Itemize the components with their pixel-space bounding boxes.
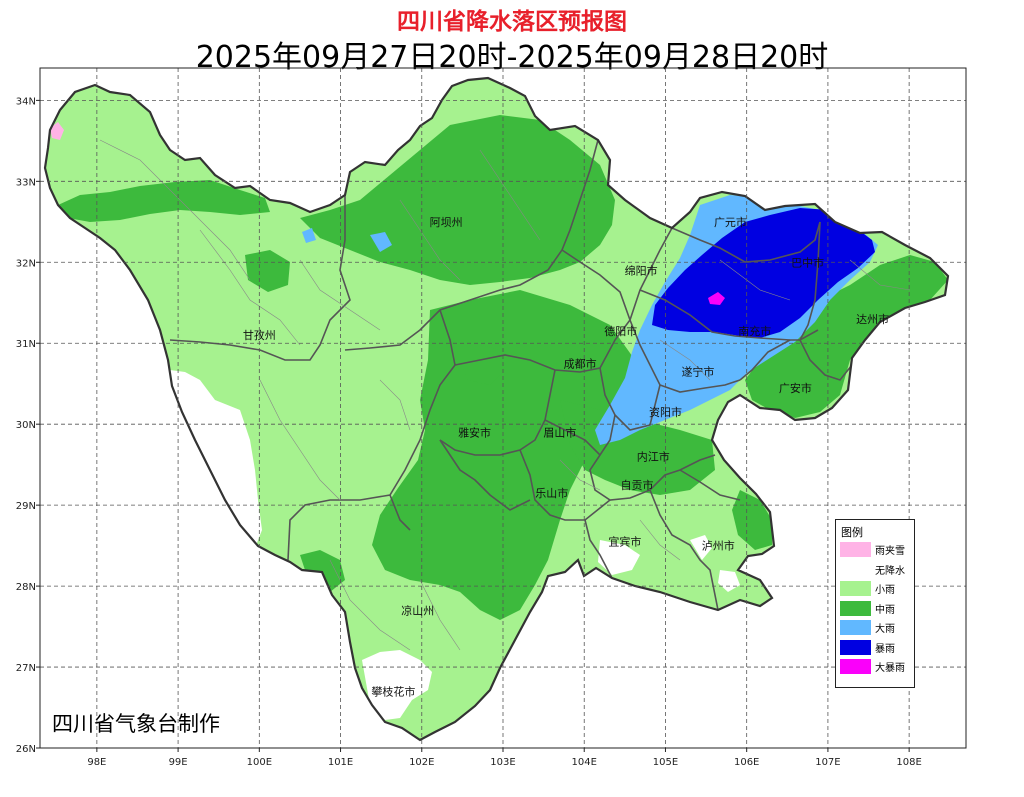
legend-items: 雨夹雪无降水小雨中雨大雨暴雨大暴雨 (836, 540, 914, 677)
legend-title: 图例 (841, 526, 863, 539)
page-title: 四川省降水落区预报图 (397, 9, 627, 35)
city-label: 宜宾市 (608, 535, 641, 549)
city-label: 乐山市 (535, 486, 568, 500)
city-label: 广元市 (714, 215, 747, 229)
city-label: 成都市 (564, 357, 597, 371)
province-boundary (43, 76, 950, 742)
longitude-label: 106E (734, 757, 759, 768)
longitude-label: 104E (572, 757, 597, 768)
city-label: 南充市 (738, 324, 771, 338)
legend-swatch (840, 581, 871, 597)
moderate-rain-area (245, 250, 290, 292)
legend-label: 大雨 (875, 624, 895, 636)
city-label: 凉山州 (401, 603, 434, 617)
longitude-label: 101E (328, 757, 353, 768)
credit-text: 四川省气象台制作 (52, 712, 220, 736)
city-label: 遂宁市 (681, 365, 714, 379)
longitude-label: 102E (409, 757, 434, 768)
no-rain-area (598, 540, 640, 575)
latitude-labels: 34N 33N 32N 31N 30N 29N 28N 27N 26N (16, 96, 40, 755)
legend-item: 大暴雨 (840, 657, 914, 677)
latitude-label: 32N (16, 258, 36, 269)
legend-item: 暴雨 (840, 638, 914, 658)
no-rain-area (718, 570, 740, 592)
city-label: 攀枝花市 (371, 684, 415, 698)
legend-item: 大雨 (840, 618, 914, 638)
city-label: 巴中市 (791, 255, 824, 269)
latitude-label: 31N (16, 339, 36, 350)
longitude-labels: 98E 99E 100E 101E 102E 103E 104E 105E 106E 107E 10… (87, 748, 922, 768)
latitude-label: 27N (16, 663, 36, 674)
heavy-rain-area (370, 232, 392, 252)
longitude-label: 98E (87, 757, 106, 768)
legend-swatch (840, 659, 871, 675)
legend-label: 雨夹雪 (875, 546, 905, 558)
latitude-label: 26N (16, 744, 36, 755)
longitude-label: 107E (815, 757, 840, 768)
county-boundaries (99, 139, 911, 651)
legend-swatch (840, 639, 871, 655)
latitude-label: 30N (16, 420, 36, 431)
moderate-rain-area (745, 255, 948, 418)
legend-swatch (840, 620, 871, 636)
moderate-rain-area (460, 345, 505, 385)
city-label: 资阳市 (649, 405, 682, 419)
longitude-label: 103E (490, 757, 515, 768)
legend-label: 中雨 (875, 604, 895, 616)
legend-label: 大暴雨 (875, 663, 905, 675)
heavy-rainstorm-area (708, 292, 725, 305)
moderate-rain-area (372, 290, 635, 620)
city-label: 泸州市 (702, 539, 735, 553)
no-rain-area (690, 535, 712, 560)
longitude-label: 108E (896, 757, 921, 768)
latitude-label: 34N (16, 96, 36, 107)
latitude-label: 33N (16, 177, 36, 188)
moderate-rain-area (58, 180, 270, 222)
city-label: 达州市 (856, 312, 889, 326)
city-label: 雅安市 (458, 425, 491, 439)
legend: 图例 雨夹雪无降水小雨中雨大雨暴雨大暴雨 (835, 519, 915, 688)
no-rain-area (170, 370, 262, 548)
latitude-label: 28N (16, 582, 36, 593)
city-label: 眉山市 (543, 425, 576, 439)
legend-item: 雨夹雪 (840, 540, 914, 560)
legend-item: 无降水 (840, 560, 914, 580)
city-label: 内江市 (637, 450, 670, 464)
legend-item: 中雨 (840, 599, 914, 619)
graticule-lines (40, 68, 966, 748)
legend-label: 无降水 (875, 565, 905, 577)
rain-snow-area (50, 122, 64, 140)
legend-swatch (840, 561, 871, 577)
latitude-label: 29N (16, 501, 36, 512)
longitude-label: 99E (169, 757, 188, 768)
city-label: 广安市 (779, 381, 812, 395)
heavy-rain-area (302, 228, 316, 243)
city-label: 自贡市 (621, 478, 654, 492)
city-label: 甘孜州 (243, 328, 276, 342)
page-subtitle: 2025年09月27日20时-2025年09月28日20时 (195, 40, 829, 75)
legend-item: 小雨 (840, 579, 914, 599)
legend-label: 小雨 (875, 585, 895, 597)
city-label: 绵阳市 (625, 263, 658, 277)
legend-label: 暴雨 (875, 643, 895, 655)
longitude-label: 100E (247, 757, 272, 768)
legend-swatch (840, 542, 871, 558)
legend-swatch (840, 600, 871, 616)
prefecture-boundaries (169, 139, 853, 611)
city-label: 德阳市 (604, 324, 637, 338)
city-label: 阿坝州 (430, 215, 463, 229)
longitude-label: 105E (653, 757, 678, 768)
no-rain-area (362, 650, 432, 720)
